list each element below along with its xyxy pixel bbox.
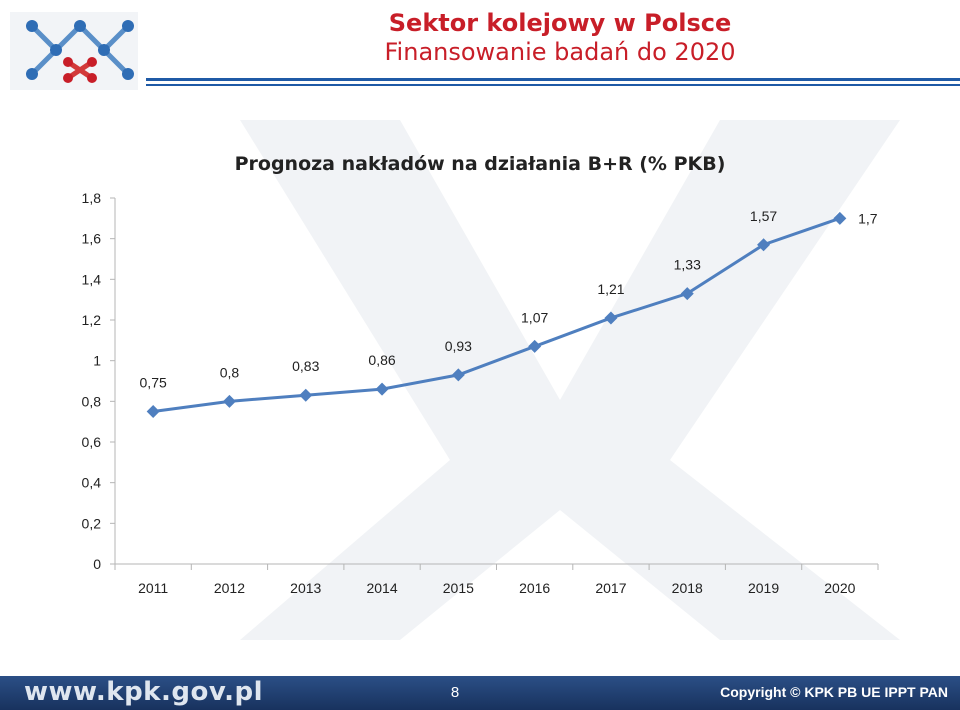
y-tick-label: 1 <box>93 353 101 369</box>
data-point <box>299 388 313 402</box>
line-chart: Prognoza nakładów na działania B+R (% PK… <box>82 153 879 596</box>
y-tick-label: 0 <box>93 556 101 572</box>
data-label: 0,93 <box>445 338 472 354</box>
data-point <box>680 287 694 301</box>
chart-title: Prognoza nakładów na działania B+R (% PK… <box>235 153 726 175</box>
footer-bar: www.kpk.gov.pl 8 Copyright © KPK PB UE I… <box>0 676 960 710</box>
x-tick-label: 2012 <box>214 580 245 596</box>
series-line <box>152 216 841 413</box>
data-label: 1,07 <box>521 309 548 325</box>
x-tick-label: 2018 <box>672 580 703 596</box>
slide-subtitle: Finansowanie badań do 2020 <box>384 38 736 66</box>
data-point <box>222 394 236 408</box>
y-tick-label: 0,8 <box>82 393 102 409</box>
data-label: 0,8 <box>220 364 240 380</box>
data-label: 0,75 <box>140 375 167 391</box>
data-point <box>757 238 771 252</box>
x-tick-label: 2011 <box>138 580 168 596</box>
x-tick-label: 2014 <box>366 580 397 596</box>
data-point <box>146 405 160 418</box>
x-tick-label: 2015 <box>443 580 474 596</box>
data-label: 0,86 <box>368 352 395 368</box>
slide-title: Sektor kolejowy w Polsce <box>388 9 732 37</box>
y-tick-label: 0,2 <box>82 515 102 531</box>
data-point <box>451 368 465 382</box>
data-label: 1,33 <box>674 257 701 273</box>
x-tick-label: 2020 <box>824 580 855 596</box>
footer-url: www.kpk.gov.pl <box>24 677 264 707</box>
data-label: 1,57 <box>750 208 777 224</box>
y-tick-label: 0,6 <box>82 434 102 450</box>
slide-header: Sektor kolejowy w Polsce Finansowanie ba… <box>340 8 780 66</box>
data-point <box>833 211 847 225</box>
header-rule-bottom <box>146 84 960 86</box>
x-tick-label: 2016 <box>519 580 550 596</box>
y-tick-label: 1,8 <box>82 190 102 206</box>
y-tick-label: 1,4 <box>82 271 102 287</box>
data-point <box>375 382 389 396</box>
x-tick-label: 2019 <box>748 580 779 596</box>
data-label: 1,7 <box>858 210 878 226</box>
y-tick-label: 1,2 <box>82 312 102 328</box>
data-point <box>604 311 618 325</box>
y-tick-label: 1,6 <box>82 231 102 247</box>
footer-copyright: Copyright © KPK PB UE IPPT PAN <box>720 684 948 700</box>
data-label: 0,83 <box>292 358 319 374</box>
data-point <box>528 339 542 353</box>
data-label: 1,21 <box>597 281 624 297</box>
kpk-logo <box>10 12 138 90</box>
page-number: 8 <box>450 684 460 701</box>
y-tick-label: 0,4 <box>82 475 102 491</box>
header-rule-top <box>146 78 960 81</box>
x-tick-label: 2017 <box>595 580 626 596</box>
x-tick-label: 2013 <box>290 580 321 596</box>
